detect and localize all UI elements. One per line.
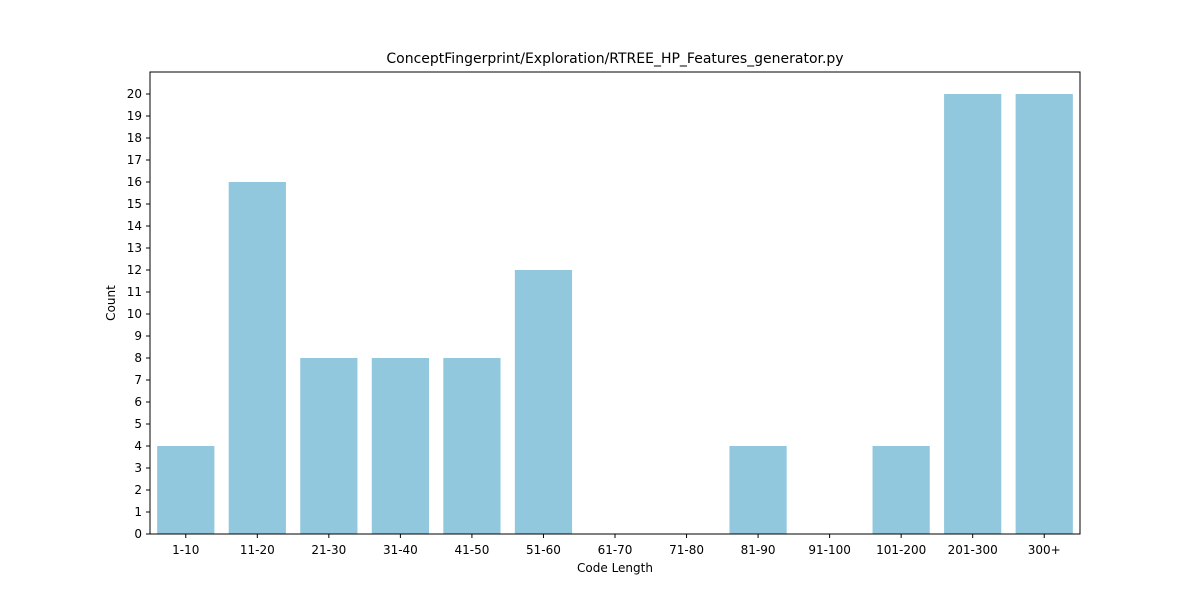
bar-11-20 — [229, 182, 286, 534]
y-tick-label: 11 — [127, 285, 142, 299]
y-tick-label: 19 — [127, 109, 142, 123]
y-tick-label: 16 — [127, 175, 142, 189]
y-tick-label: 10 — [127, 307, 142, 321]
y-tick-label: 18 — [127, 131, 142, 145]
x-axis-label: Code Length — [577, 561, 653, 575]
x-tick-label: 51-60 — [526, 543, 561, 557]
y-tick-label: 6 — [134, 395, 142, 409]
bar-1-10 — [157, 446, 214, 534]
y-axis-label: Count — [104, 285, 118, 321]
bar-21-30 — [300, 358, 357, 534]
y-tick-label: 20 — [127, 87, 142, 101]
bar-31-40 — [372, 358, 429, 534]
x-tick-label: 201-300 — [948, 543, 998, 557]
plot-frame — [150, 72, 1080, 534]
x-tick-label: 101-200 — [876, 543, 926, 557]
y-tick-label: 4 — [134, 439, 142, 453]
x-tick-label: 41-50 — [454, 543, 489, 557]
chart-title: ConceptFingerprint/Exploration/RTREE_HP_… — [386, 51, 843, 67]
y-tick-label: 0 — [134, 527, 142, 541]
bar-101-200 — [873, 446, 930, 534]
y-tick-label: 7 — [134, 373, 142, 387]
y-tick-label: 14 — [127, 219, 142, 233]
bar-51-60 — [515, 270, 572, 534]
y-tick-label: 2 — [134, 483, 142, 497]
x-tick-label: 81-90 — [741, 543, 776, 557]
bar-300+ — [1016, 94, 1073, 534]
x-tick-label: 11-20 — [240, 543, 275, 557]
y-tick-label: 8 — [134, 351, 142, 365]
y-tick-label: 12 — [127, 263, 142, 277]
y-tick-label: 3 — [134, 461, 142, 475]
y-tick-label: 17 — [127, 153, 142, 167]
x-tick-label: 91-100 — [808, 543, 851, 557]
x-tick-label: 1-10 — [172, 543, 199, 557]
x-axis: 1-10 11-20 21-30 31-40 41-50 51-60 61-70 71-80 8… — [172, 534, 1061, 557]
y-tick-label: 13 — [127, 241, 142, 255]
bar-201-300 — [944, 94, 1001, 534]
x-tick-label: 31-40 — [383, 543, 418, 557]
bar-41-50 — [443, 358, 500, 534]
bars-group — [157, 94, 1073, 534]
y-tick-label: 15 — [127, 197, 142, 211]
y-tick-label: 1 — [134, 505, 142, 519]
bar-81-90 — [729, 446, 786, 534]
x-tick-label: 300+ — [1028, 543, 1061, 557]
x-tick-label: 71-80 — [669, 543, 704, 557]
y-tick-label: 5 — [134, 417, 142, 431]
x-tick-label: 61-70 — [598, 543, 633, 557]
x-tick-label: 21-30 — [311, 543, 346, 557]
y-tick-label: 9 — [134, 329, 142, 343]
